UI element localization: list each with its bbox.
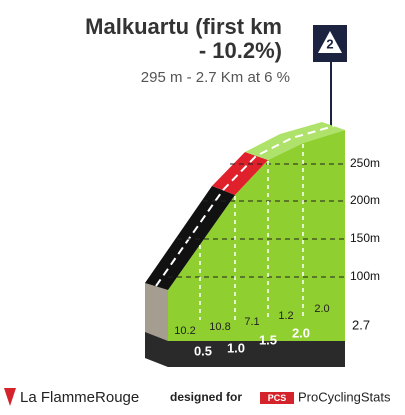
- designed-for: designed for: [170, 390, 242, 404]
- title: Malkuartu (first km: [85, 14, 282, 39]
- gradient-label: 10.2: [174, 325, 195, 337]
- gradient-label: 10.8: [209, 321, 230, 333]
- distance-label: 0.5: [194, 343, 212, 358]
- category: 2: [326, 36, 333, 51]
- gradient-label: 7.1: [244, 316, 259, 328]
- pcs-logo: PCS: [268, 393, 287, 403]
- segment-top: [245, 122, 345, 160]
- gradient-label: 1.2: [278, 310, 293, 322]
- segment-top: [212, 152, 268, 195]
- distance-label: 2.0: [292, 325, 310, 340]
- title: - 10.2%): [199, 38, 282, 63]
- pcs-name: ProCyclingStats: [298, 389, 391, 404]
- altitude-label: 150m: [350, 231, 380, 245]
- base: [168, 341, 345, 367]
- base-side: [145, 332, 168, 367]
- brand: La FlammeRouge: [20, 389, 139, 406]
- badge-triangle: [318, 31, 342, 53]
- distance-label: 1.5: [259, 332, 277, 347]
- total-distance: 2.7: [352, 317, 370, 332]
- brand-icon: [4, 388, 16, 406]
- subtitle: 295 m - 2.7 Km at 6 %: [141, 69, 290, 86]
- gradient-label: 2.0: [314, 303, 329, 315]
- pcs-logo-box: [260, 392, 294, 404]
- front-face: [168, 130, 345, 341]
- ribbon-line: [155, 125, 335, 287]
- altitude-label: 100m: [350, 269, 380, 283]
- altitude-label: 250m: [350, 156, 380, 170]
- distance-label: 1.0: [227, 340, 245, 355]
- altitude-label: 200m: [350, 193, 380, 207]
